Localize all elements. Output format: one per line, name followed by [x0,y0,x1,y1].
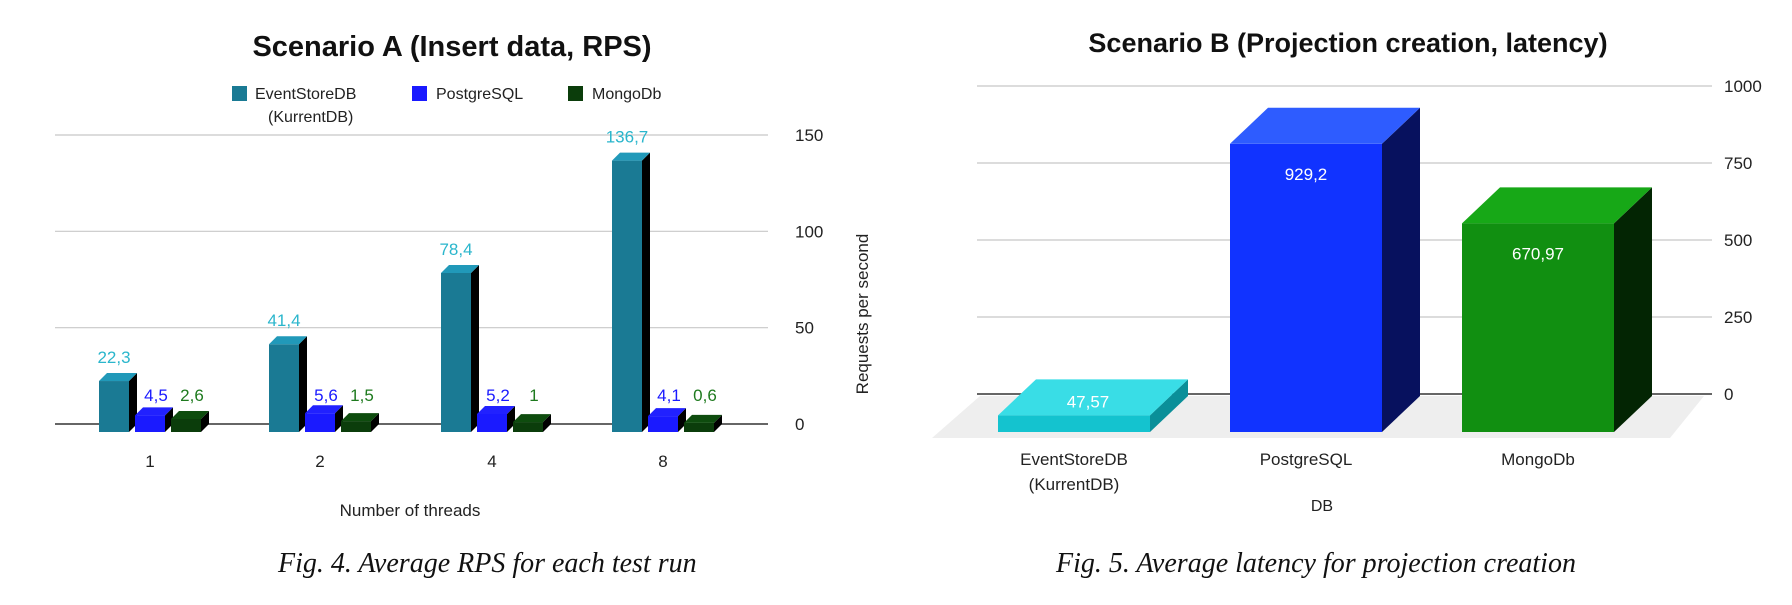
chart-a-data-label: 4,5 [144,386,168,405]
chart-b-bar-mongodb [1462,223,1614,432]
chart-a-bar-top [341,413,379,422]
chart-b-bar-side [1382,107,1420,432]
chart-b-y-tick-label: 750 [1724,154,1752,173]
chart-a-bar-mongodb [171,418,201,432]
chart-a-bar-top [648,408,686,417]
chart-b-x-tick-label-line2: (KurrentDB) [1029,475,1120,494]
chart-a-bar-side [299,336,307,432]
chart-b-title: Scenario B (Projection creation, latency… [1088,28,1607,58]
chart-b-bar-eventstoredb [998,415,1150,432]
chart-a-x-axis-title: Number of threads [340,501,481,520]
chart-b-y-tick-label: 500 [1724,231,1752,250]
chart-a-bar-side [371,413,379,432]
chart-a-data-label: 5,2 [486,386,510,405]
chart-a-bar-top [171,410,209,419]
chart-a-bar-top [513,414,551,423]
chart-a-bar-top [135,407,173,416]
chart-a-bar-eventstoredb [612,160,642,432]
chart-a-data-label: 136,7 [606,128,649,147]
chart-b-x-tick-label: EventStoreDB [1020,450,1128,469]
chart-a-data-label: 41,4 [267,311,300,330]
chart-a-bar-mongodb [684,422,714,432]
chart-a-x-tick-label: 8 [658,452,667,471]
chart-a-x-tick-label: 2 [315,452,324,471]
chart-a-bar-top [269,336,307,345]
chart-a-y-axis-title: Requests per second [853,234,872,395]
chart-a-data-label: 1,5 [350,386,374,405]
chart-a-data-label: 4,1 [657,386,681,405]
chart-a-bar-top [441,264,479,273]
chart-a-y-tick-label: 100 [795,222,823,241]
chart-a-y-tick-label: 50 [795,319,814,338]
chart-a-bar-top [477,405,515,414]
chart-a-bar-eventstoredb [441,272,471,432]
chart-a-bar-postgresql [305,413,335,432]
chart-b-data-label: 47,57 [1067,392,1110,411]
legend-label-eventstoredb: EventStoreDB [255,86,356,103]
chart-a-bar-top [684,414,722,423]
figure-canvas: Scenario A (Insert data, RPS) EventStore… [55,28,1762,520]
chart-b-data-label: 670,97 [1512,244,1564,263]
chart-b-bar-top [1230,107,1420,144]
chart-a-bar-postgresql [648,416,678,432]
chart-a-y-tick-label: 150 [795,126,823,145]
legend-swatch-postgresql [412,86,427,101]
chart-a-y-tick-label: 0 [795,415,804,434]
chart-a-bar-postgresql [477,413,507,432]
chart-b-y-tick-label: 0 [1724,385,1733,404]
chart-a-title: Scenario A (Insert data, RPS) [252,31,651,63]
chart-a-data-label: 5,6 [314,386,338,405]
chart-a-bar-side [642,152,650,432]
chart-a-bar-mongodb [341,421,371,432]
chart-a-data-label: 0,6 [693,386,717,405]
chart-b-x-tick-label: MongoDb [1501,450,1575,469]
chart-b-x-tick-label: PostgreSQL [1260,450,1353,469]
chart-b-data-label: 929,2 [1285,165,1328,184]
chart-a-x-tick-label: 4 [487,452,496,471]
chart-b-bar-postgresql [1230,143,1382,432]
figure-5-caption: Fig. 5. Average latency for projection c… [1056,548,1576,579]
chart-a-data-label: 2,6 [180,386,204,405]
chart-a-bar-side [201,410,209,432]
chart-a-x-tick-label: 1 [145,452,154,471]
chart-a-plot: 0 50 100 150 1 2 4 8 22,3 41,4 78,4 136,7 4,5 5,6 5,2 4… [55,126,823,471]
chart-b-x-axis-title: DB [1311,498,1333,515]
chart-a-data-label: 1 [529,386,538,405]
chart-a-bar-side [471,264,479,432]
chart-a-data-label: 22,3 [97,348,130,367]
chart-a-bar-top [305,405,343,414]
chart-a-bar-side [543,414,551,432]
chart-a-bar-side [714,414,722,432]
legend-label-eventstoredb-line2: (KurrentDB) [268,109,353,126]
chart-b-bar-side [1614,187,1652,432]
legend-label-postgresql: PostgreSQL [436,86,523,103]
chart-a-bar-mongodb [513,422,543,432]
chart-a-bar-side [678,408,686,432]
chart-b-y-tick-label: 250 [1724,308,1752,327]
chart-a-bar-top [612,152,650,161]
chart-a-data-label: 78,4 [439,240,472,259]
chart-b-bar-top [1462,187,1652,224]
legend-swatch-eventstoredb [232,86,247,101]
chart-a-bar-eventstoredb [269,344,299,432]
chart-a-bar-top [99,373,137,382]
chart-b-plot: 0 250 500 750 1000 47,57 EventStoreDB (KurrentD… [932,77,1762,494]
legend-swatch-mongodb [568,86,583,101]
legend-label-mongodb: MongoDb [592,86,661,103]
chart-b-y-tick-label: 1000 [1724,77,1762,96]
chart-a-bar-eventstoredb [99,381,129,432]
chart-b-bar-side [1150,379,1188,432]
chart-a-legend: EventStoreDB (KurrentDB) PostgreSQL Mong… [232,86,661,126]
chart-b-bar-top [998,379,1188,416]
figure-4-caption: Fig. 4. Average RPS for each test run [278,548,697,579]
chart-a-bar-postgresql [135,415,165,432]
